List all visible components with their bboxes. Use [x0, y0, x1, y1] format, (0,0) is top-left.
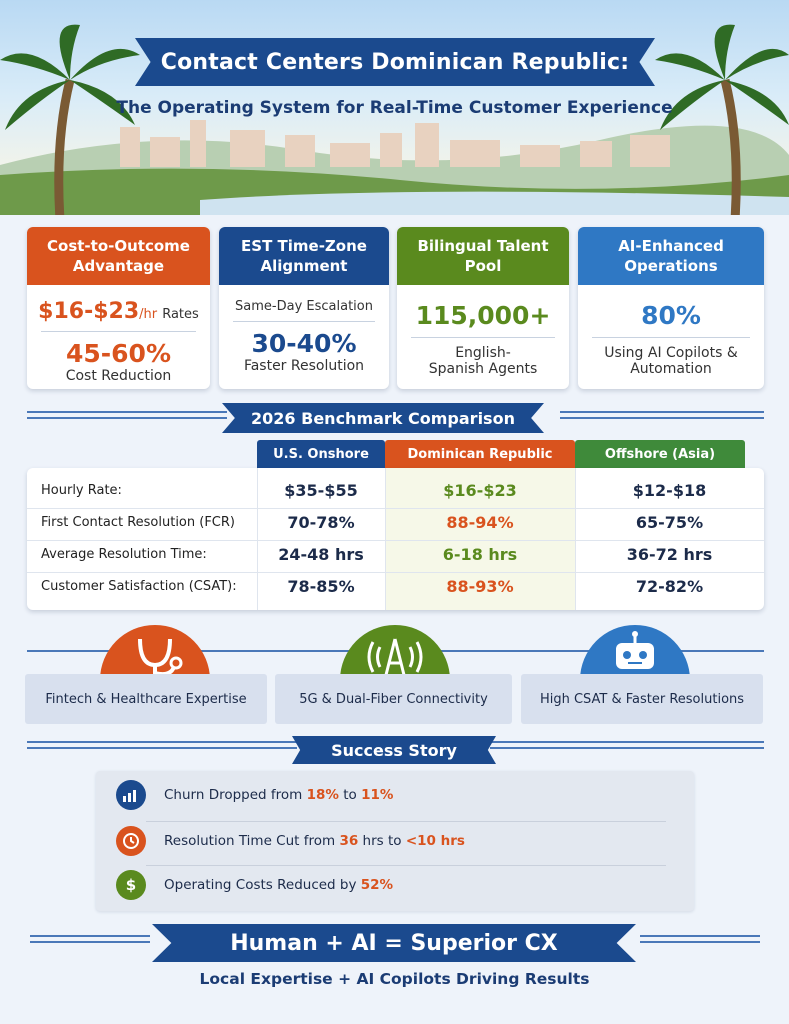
- decorative-stripes: [30, 935, 150, 943]
- card-caption: Cost Reduction: [65, 368, 172, 384]
- dr-value: $16-$23: [443, 481, 517, 500]
- dr-value: 88-94%: [446, 513, 514, 532]
- stethoscope-icon: [100, 625, 210, 680]
- feature-fintech: Fintech & Healthcare Expertise: [25, 674, 267, 724]
- row-label: First Contact Resolution (FCR): [41, 515, 235, 530]
- story-item-resolution: Resolution Time Cut from 36 hrs to <10 h…: [116, 823, 672, 859]
- benchmark-table: Hourly Rate: $35-$55 $16-$23 $12-$18 Fir…: [27, 468, 764, 610]
- dr-value: 88-93%: [446, 577, 514, 596]
- asia-value: 65-75%: [635, 513, 704, 532]
- story-text: Resolution Time Cut from 36 hrs to <10 h…: [164, 833, 465, 849]
- footer-title: Human + AI = Superior CX: [152, 924, 636, 962]
- table-row: Customer Satisfaction (CSAT): 78-85% 88-…: [27, 572, 764, 602]
- city-skyline-illustration: [0, 120, 789, 215]
- asia-value: 36-72 hrs: [626, 545, 713, 564]
- asia-value: 72-82%: [635, 577, 704, 596]
- table-row: Average Resolution Time: 24-48 hrs 6-18 …: [27, 540, 764, 570]
- row-divider: [27, 572, 764, 573]
- divider: [233, 321, 375, 322]
- table-row: Hourly Rate: $35-$55 $16-$23 $12-$18: [27, 476, 764, 506]
- us-value: 24-48 hrs: [278, 545, 364, 564]
- us-value: 70-78%: [287, 513, 355, 532]
- row-label: Average Resolution Time:: [41, 547, 207, 562]
- page-title: Contact Centers Dominican Republic:: [135, 38, 655, 86]
- rate-value: $16-$23: [38, 299, 140, 324]
- decorative-stripes: [560, 411, 764, 419]
- story-item-costs: $ Operating Costs Reduced by 52%: [116, 867, 672, 903]
- dollar-icon: $: [116, 870, 146, 900]
- card-ai-operations: AI-Enhanced Operations 80% Using AI Copi…: [578, 227, 764, 389]
- column-header-dr: Dominican Republic: [385, 440, 575, 468]
- divider: [411, 337, 555, 338]
- asia-value: $12-$18: [632, 481, 707, 500]
- card-line: Same-Day Escalation: [235, 299, 373, 314]
- card-stat: 45-60%: [65, 339, 171, 368]
- divider: [592, 337, 750, 338]
- card-title: Bilingual Talent Pool: [397, 227, 569, 285]
- story-item-churn: Churn Dropped from 18% to 11%: [116, 777, 672, 813]
- table-row: First Contact Resolution (FCR) 70-78% 88…: [27, 508, 764, 538]
- success-story-box: Churn Dropped from 18% to 11% Resolution…: [96, 771, 694, 911]
- row-divider: [27, 508, 764, 509]
- column-header-us: U.S. Onshore: [257, 440, 385, 468]
- us-value: 78-85%: [287, 577, 355, 596]
- footer-subtitle: Local Expertise + AI Copilots Driving Re…: [199, 970, 590, 988]
- card-stat: 80%: [641, 301, 701, 330]
- rate-suffix: Rates: [162, 307, 199, 322]
- page-subtitle: The Operating System for Real-Time Custo…: [116, 98, 673, 118]
- column-divider: [385, 468, 386, 610]
- column-divider: [575, 468, 576, 610]
- highlight-column: [385, 468, 575, 610]
- feature-csat: High CSAT & Faster Resolutions: [521, 674, 763, 724]
- success-title: Success Story: [292, 736, 496, 764]
- card-caption: Faster Resolution: [243, 358, 365, 374]
- rate-unit: /hr: [139, 307, 158, 322]
- robot-icon: [580, 625, 690, 680]
- clock-icon: [116, 826, 146, 856]
- decorative-stripes: [640, 935, 760, 943]
- card-stat: 30-40%: [251, 329, 357, 358]
- antenna-icon: [340, 625, 450, 680]
- feature-connectivity: 5G & Dual-Fiber Connectivity: [275, 674, 512, 724]
- us-value: $35-$55: [284, 481, 358, 500]
- row-label: Hourly Rate:: [41, 483, 122, 498]
- hero-banner: Contact Centers Dominican Republic: The …: [0, 0, 789, 215]
- card-stat: 115,000+: [415, 301, 551, 330]
- card-caption: English-Spanish Agents: [428, 345, 538, 377]
- card-title: EST Time-Zone Alignment: [219, 227, 389, 285]
- decorative-stripes: [27, 741, 297, 749]
- column-header-asia: Offshore (Asia): [575, 440, 745, 468]
- divider: [146, 865, 666, 866]
- row-label: Customer Satisfaction (CSAT):: [41, 579, 237, 594]
- card-cost-advantage: Cost-to-Outcome Advantage $16-$23/hr Rat…: [27, 227, 210, 389]
- divider: [41, 331, 196, 332]
- decorative-stripes: [27, 411, 227, 419]
- card-caption: Using AI Copilots & Automation: [604, 345, 738, 377]
- row-divider: [27, 540, 764, 541]
- decorative-stripes: [490, 741, 764, 749]
- dr-value: 6-18 hrs: [442, 545, 518, 564]
- column-divider: [257, 468, 258, 610]
- benchmark-title: 2026 Benchmark Comparison: [222, 403, 544, 433]
- story-text: Churn Dropped from 18% to 11%: [164, 787, 394, 803]
- card-title: Cost-to-Outcome Advantage: [27, 227, 210, 285]
- palm-tree-right-icon: [655, 24, 789, 215]
- divider: [146, 821, 666, 822]
- bar-chart-icon: [116, 780, 146, 810]
- card-talent: Bilingual Talent Pool 115,000+ English-S…: [397, 227, 569, 389]
- story-text: Operating Costs Reduced by 52%: [164, 877, 394, 893]
- card-timezone: EST Time-Zone Alignment Same-Day Escalat…: [219, 227, 389, 389]
- palm-tree-left-icon: [0, 24, 140, 215]
- card-title: AI-Enhanced Operations: [578, 227, 764, 285]
